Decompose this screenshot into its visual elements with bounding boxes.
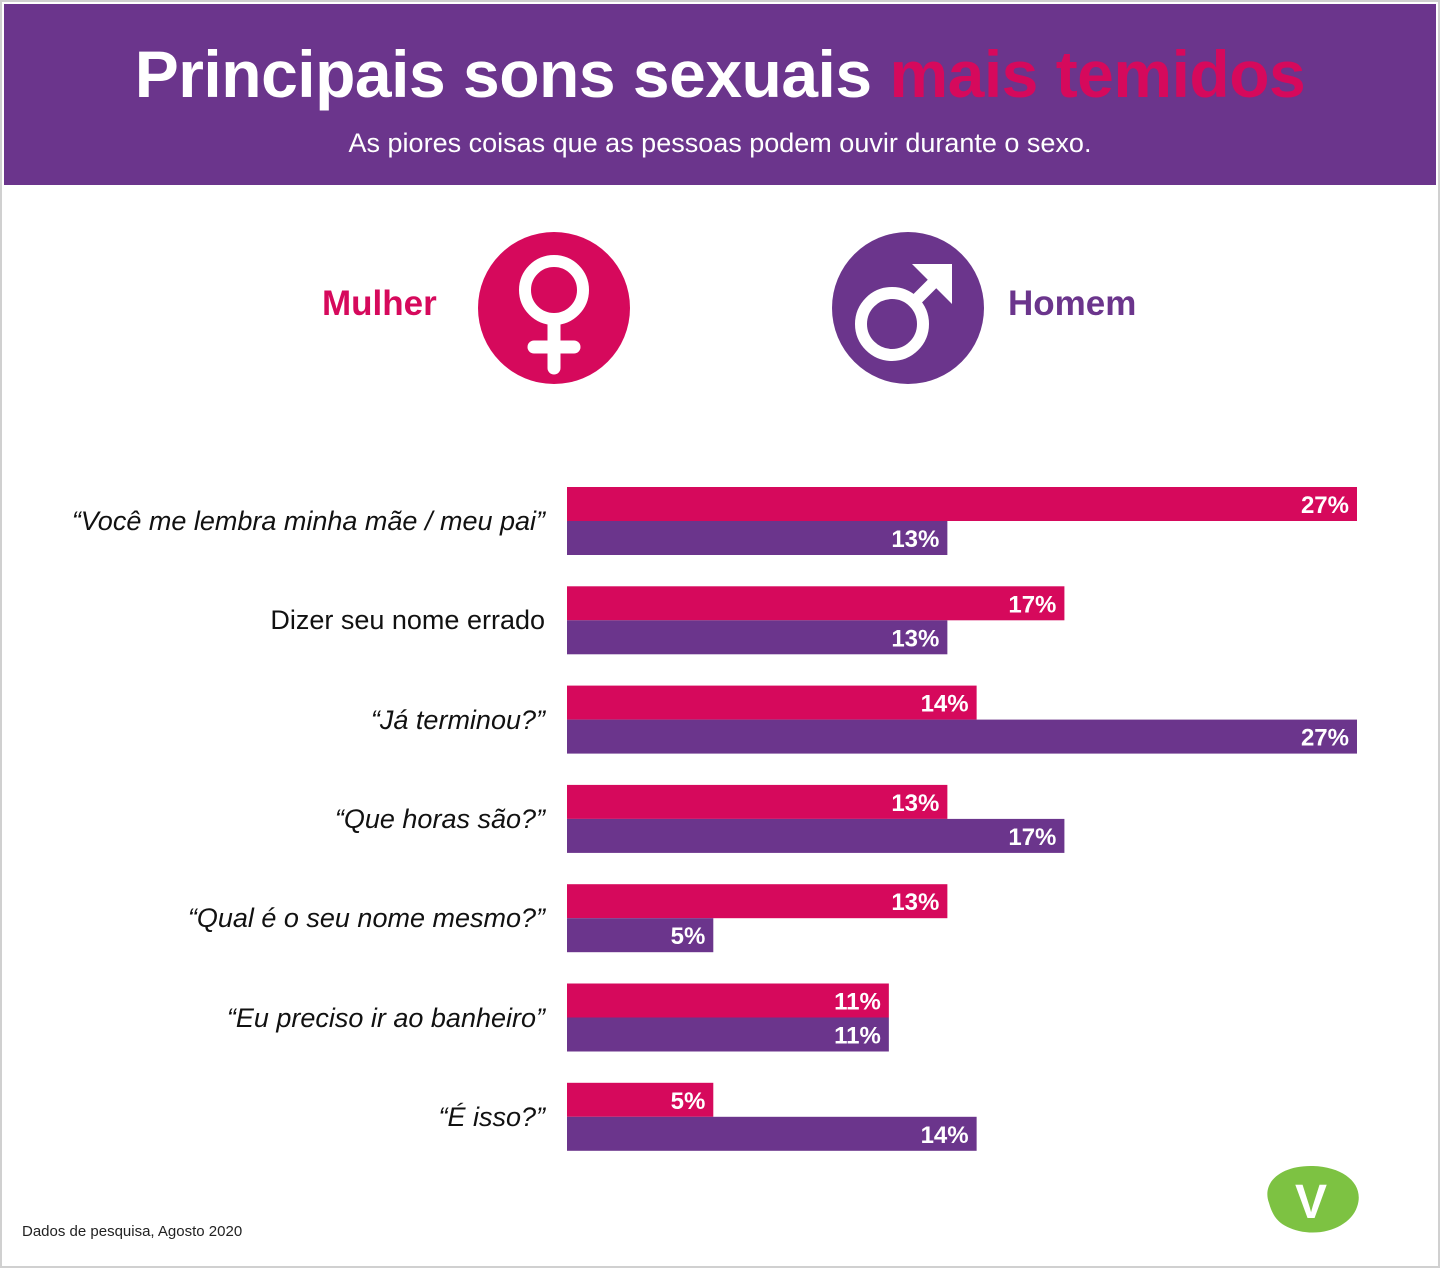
data-label-mulher-5: 11% bbox=[834, 989, 881, 1016]
data-label-homem-4: 5% bbox=[671, 923, 706, 950]
title-main: Principais sons sexuais bbox=[134, 37, 872, 111]
bar-mulher-3 bbox=[567, 784, 948, 819]
bar-mulher-5 bbox=[567, 983, 889, 1018]
category-label: “Eu preciso ir ao banheiro” bbox=[226, 1002, 545, 1033]
data-label-homem-1: 13% bbox=[891, 625, 939, 652]
female-symbol-icon bbox=[478, 232, 630, 384]
data-label-homem-0: 13% bbox=[891, 526, 939, 553]
header-banner: Principais sons sexuais mais temidos As … bbox=[4, 4, 1436, 185]
legend-female-label: Mulher bbox=[322, 284, 437, 323]
bar-homem-6 bbox=[567, 1116, 977, 1151]
category-label: “Qual é o seu nome mesmo?” bbox=[187, 903, 545, 934]
bar-homem-5 bbox=[567, 1017, 889, 1052]
data-label-mulher-3: 13% bbox=[891, 790, 939, 817]
source-note: Dados de pesquisa, Agosto 2020 bbox=[22, 1223, 243, 1240]
data-label-mulher-1: 17% bbox=[1008, 591, 1056, 618]
bar-homem-1 bbox=[567, 620, 948, 655]
data-label-homem-6: 14% bbox=[921, 1122, 969, 1149]
page-subtitle: As piores coisas que as pessoas podem ou… bbox=[348, 128, 1092, 158]
legend-male-label: Homem bbox=[1008, 284, 1137, 323]
bar-mulher-6 bbox=[567, 1082, 714, 1117]
page-title: Principais sons sexuais mais temidos bbox=[4, 34, 1436, 114]
data-label-mulher-0: 27% bbox=[1301, 492, 1349, 519]
male-symbol-icon bbox=[832, 232, 984, 384]
title-highlight: mais temidos bbox=[889, 37, 1306, 111]
data-label-mulher-4: 13% bbox=[891, 889, 939, 916]
category-label: Dizer seu nome errado bbox=[270, 605, 545, 636]
brand-logo: V bbox=[1267, 1165, 1359, 1233]
bar-mulher-0 bbox=[567, 487, 1357, 521]
logo-letter: V bbox=[1295, 1176, 1327, 1229]
bar-homem-4 bbox=[567, 918, 714, 953]
bar-mulher-4 bbox=[567, 884, 948, 919]
category-label: “Que horas são?” bbox=[334, 803, 545, 834]
category-label: “Já terminou?” bbox=[370, 704, 545, 735]
data-label-homem-5: 11% bbox=[834, 1023, 881, 1050]
data-label-mulher-6: 5% bbox=[671, 1088, 706, 1115]
category-label: “É isso?” bbox=[438, 1101, 545, 1132]
bar-homem-0 bbox=[567, 521, 948, 555]
data-label-mulher-2: 14% bbox=[921, 691, 969, 718]
data-label-homem-3: 17% bbox=[1008, 824, 1056, 851]
bar-mulher-1 bbox=[567, 586, 1065, 621]
category-label: “Você me lembra minha mãe / meu pai” bbox=[71, 506, 545, 536]
bar-homem-3 bbox=[567, 818, 1065, 853]
bar-homem-2 bbox=[567, 719, 1357, 754]
data-label-homem-2: 27% bbox=[1301, 725, 1349, 752]
bar-mulher-2 bbox=[567, 685, 977, 720]
